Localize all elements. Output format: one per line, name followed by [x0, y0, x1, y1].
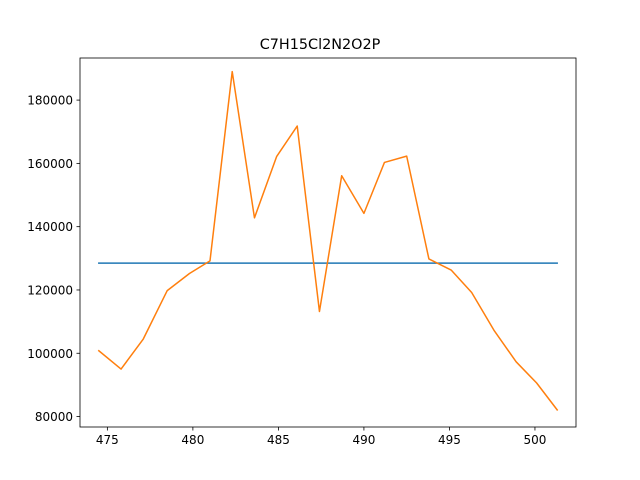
x-tick-label: 485	[267, 433, 290, 447]
y-tick-label: 140000	[27, 220, 73, 234]
x-tick-label: 495	[438, 433, 461, 447]
series-line-2	[97, 70, 559, 411]
x-tick-label: 500	[523, 433, 546, 447]
y-axis: 80000 100000 120000 140000 160000 180000	[27, 94, 80, 424]
chart-title: C7H15Cl2N2O2P	[260, 37, 381, 53]
plot-area	[97, 70, 559, 411]
x-tick-label: 475	[96, 433, 119, 447]
x-axis: 475 480 485 490 495 500	[96, 427, 546, 447]
y-tick-label: 100000	[27, 347, 73, 361]
x-tick-label: 490	[352, 433, 375, 447]
axes-frame	[79, 57, 577, 428]
y-tick-label: 180000	[27, 94, 73, 108]
x-tick-label: 480	[181, 433, 204, 447]
y-tick-label: 160000	[27, 157, 73, 171]
y-tick-label: 120000	[27, 283, 73, 297]
y-tick-label: 80000	[35, 410, 73, 424]
